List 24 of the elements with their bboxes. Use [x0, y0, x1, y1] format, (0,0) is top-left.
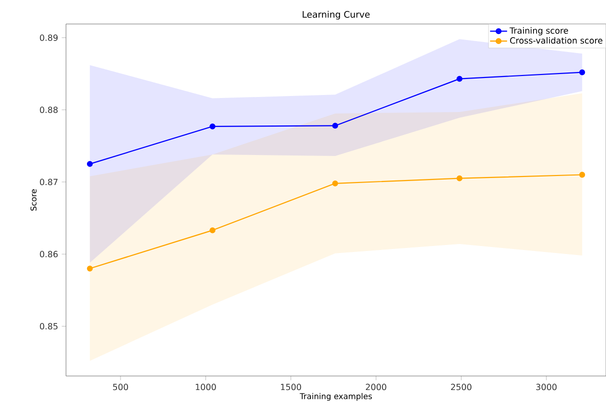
point	[579, 69, 586, 76]
x-tick-label: 500	[113, 384, 128, 390]
point	[86, 160, 93, 167]
y-tick-label: 0.86	[40, 250, 58, 258]
point	[332, 180, 338, 186]
y-tick-label: 0.85	[40, 323, 58, 330]
point	[86, 266, 93, 272]
point	[456, 76, 462, 82]
chart-title: Learning Curve	[302, 10, 370, 20]
point	[456, 175, 462, 182]
legend-label: Cross-validation score	[510, 37, 602, 44]
x-tick-label: 2500	[451, 384, 472, 390]
point	[210, 123, 216, 130]
x-tick-label: 1500	[281, 384, 302, 390]
legend-label: Training score	[510, 27, 568, 36]
point	[332, 122, 338, 129]
x-tick-label: 2000	[366, 384, 386, 390]
point	[210, 227, 216, 234]
x-tick-label: 3000	[536, 384, 557, 390]
y-tick-label: 0.87	[40, 178, 58, 186]
x-tick-label: 1000	[196, 384, 216, 390]
point	[579, 172, 586, 178]
y-tick-label: 0.89	[40, 34, 58, 41]
y-tick-label: 0.88	[40, 106, 58, 114]
